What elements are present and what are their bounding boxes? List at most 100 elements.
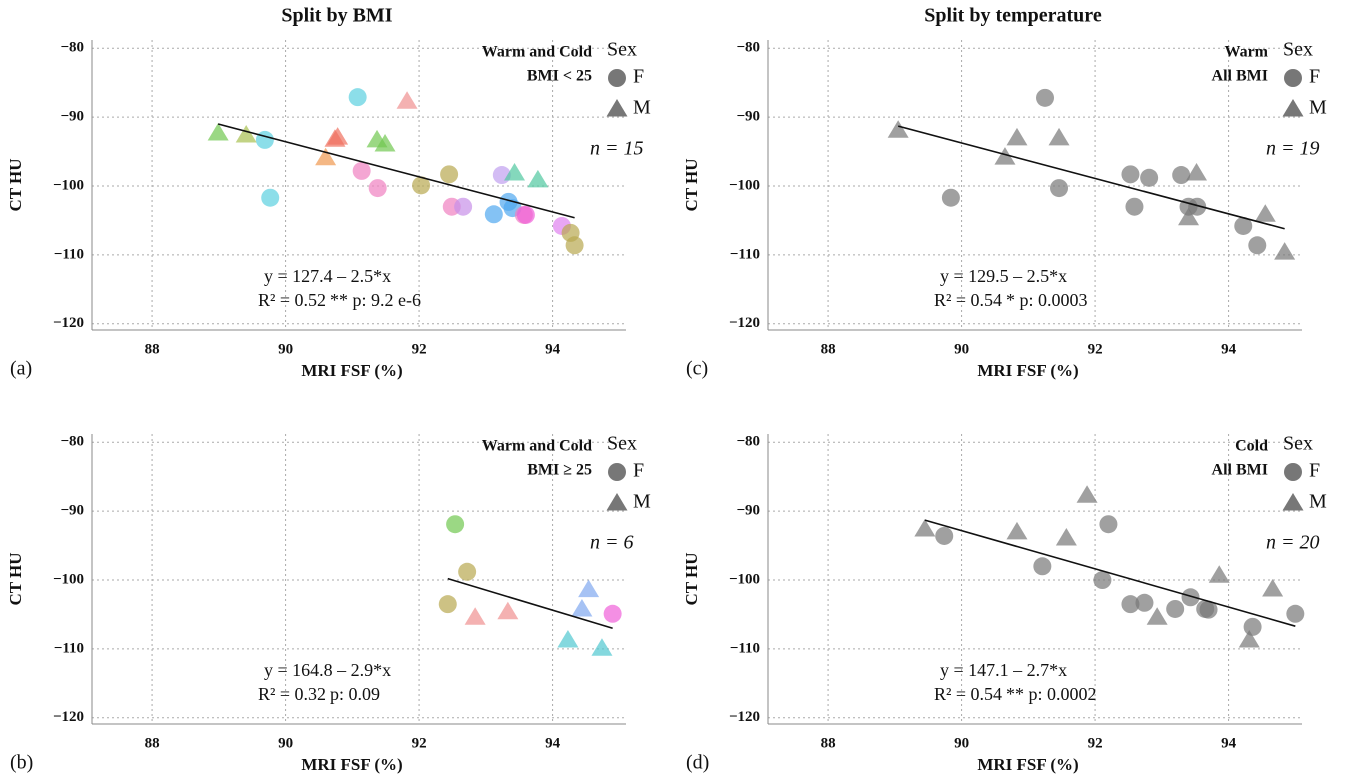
point — [1188, 197, 1207, 216]
point — [565, 236, 584, 255]
y-axis-label: CT HU — [6, 158, 25, 211]
point — [1121, 595, 1140, 614]
n-label: n = 19 — [1266, 138, 1320, 160]
point — [1006, 521, 1028, 540]
point — [1172, 166, 1191, 185]
point — [1254, 204, 1276, 222]
point — [412, 176, 431, 195]
x-tick-label: 88 — [145, 341, 160, 357]
point — [1166, 599, 1185, 618]
x-tick-label: 94 — [1221, 341, 1237, 357]
point — [603, 604, 622, 623]
point — [484, 205, 503, 224]
x-tick-label: 92 — [412, 341, 427, 357]
point — [458, 562, 477, 581]
y-tick-label: −110 — [730, 640, 760, 656]
legend-marker — [1282, 99, 1304, 117]
r-squared: R² = 0.54 — [934, 290, 1002, 310]
group-label: All BMI — [1212, 462, 1268, 479]
r-squared: R² = 0.52 — [258, 290, 326, 310]
panel-label: (c) — [686, 358, 708, 380]
point — [1140, 168, 1159, 187]
point — [438, 595, 457, 614]
legend-label: M — [1309, 97, 1327, 119]
equation: y = 127.4 – 2.5*x — [264, 266, 391, 286]
legend-marker — [1284, 69, 1302, 87]
point — [1146, 607, 1168, 625]
p-value: ** p: 0.0002 — [1006, 684, 1097, 704]
x-tick-label: 94 — [545, 341, 561, 357]
group-label: Warm — [1224, 44, 1268, 61]
point — [887, 120, 909, 138]
x-tick-label: 90 — [278, 735, 293, 751]
point — [368, 179, 387, 198]
y-tick-label: −90 — [736, 503, 760, 519]
point — [1050, 179, 1069, 198]
legend-title: Sex — [1283, 39, 1313, 61]
point — [1199, 600, 1218, 619]
p-value: ** p: 9.2 e-6 — [330, 290, 421, 310]
panel-label: (d) — [686, 752, 709, 774]
point — [1208, 565, 1230, 583]
legend-label: F — [633, 460, 644, 482]
n-label: n = 20 — [1266, 532, 1320, 554]
point — [396, 91, 418, 109]
point — [446, 515, 465, 534]
panel-label: (b) — [10, 752, 33, 774]
group-label: Cold — [1235, 438, 1268, 455]
point — [464, 607, 486, 625]
legend-title: Sex — [1283, 433, 1313, 455]
x-tick-label: 88 — [145, 735, 160, 751]
panel-title: Split by BMI — [281, 5, 392, 27]
y-tick-label: −120 — [729, 315, 760, 331]
point — [207, 122, 229, 141]
point — [941, 188, 960, 207]
x-tick-label: 88 — [821, 735, 836, 751]
point — [994, 147, 1016, 165]
point — [1286, 604, 1305, 623]
y-tick-label: −80 — [60, 434, 84, 450]
legend-label: F — [1309, 66, 1320, 88]
n-label: n = 6 — [590, 532, 634, 554]
fit-line — [447, 577, 613, 630]
point — [374, 134, 396, 152]
point — [327, 127, 349, 145]
panel-title: Split by temperature — [924, 5, 1102, 27]
point — [516, 205, 535, 224]
x-tick-label: 94 — [1221, 735, 1237, 751]
fit-line — [217, 123, 575, 219]
n-label: n = 15 — [590, 138, 644, 160]
legend-title: Sex — [607, 433, 637, 455]
x-tick-label: 90 — [954, 735, 969, 751]
group-label: BMI ≥ 25 — [527, 462, 592, 479]
point — [914, 519, 936, 537]
legend-marker — [606, 99, 628, 117]
point — [348, 88, 367, 107]
x-tick-label: 90 — [278, 341, 293, 357]
panel: 88 90 92 94 −80 −90 −100 −110 −120 Split by tempe… — [682, 5, 1327, 380]
point — [1181, 588, 1200, 607]
x-tick-label: 94 — [545, 735, 561, 751]
point — [1055, 528, 1077, 546]
p-value: p: 0.09 — [330, 684, 380, 704]
y-tick-label: −120 — [729, 709, 760, 725]
x-axis-label: MRI FSF (%) — [301, 755, 402, 774]
x-axis-label: MRI FSF (%) — [301, 361, 402, 380]
point — [1274, 242, 1296, 260]
point — [1048, 127, 1070, 146]
point — [1243, 617, 1262, 636]
y-tick-label: −120 — [53, 315, 84, 331]
legend-marker — [606, 493, 628, 511]
point — [557, 629, 579, 648]
r-squared: R² = 0.54 — [934, 684, 1002, 704]
point — [571, 598, 593, 617]
y-axis-label: CT HU — [682, 158, 701, 211]
legend-label: M — [633, 97, 651, 119]
panel-label: (a) — [10, 358, 32, 380]
x-tick-label: 88 — [821, 341, 836, 357]
y-tick-label: −80 — [60, 40, 84, 56]
point — [1186, 162, 1208, 181]
point — [504, 162, 526, 181]
y-tick-label: −90 — [60, 503, 84, 519]
